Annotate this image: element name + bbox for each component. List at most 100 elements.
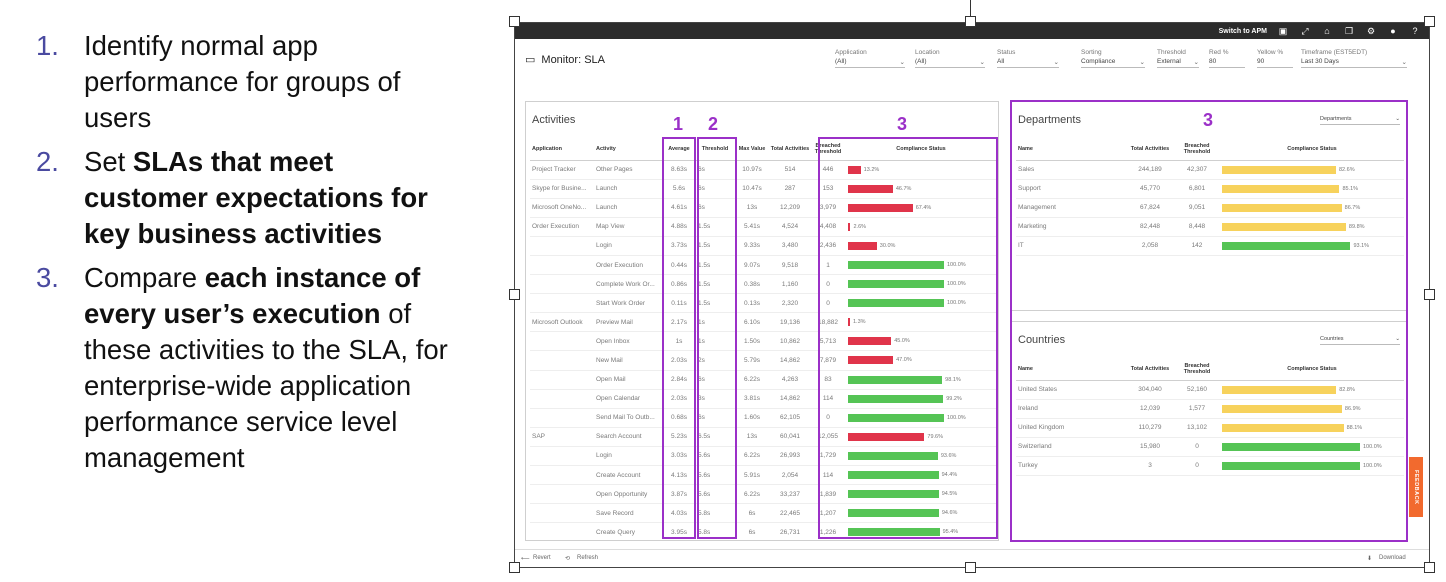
cell-thr: 5.8s [696, 503, 734, 524]
cell-thr: 1.5s [696, 255, 734, 276]
download-button[interactable]: Download [1379, 555, 1406, 561]
cell-total: 60,041 [770, 427, 810, 447]
fullscreen-icon[interactable]: ⤢ [1301, 25, 1309, 36]
compliance-label: 100.0% [947, 300, 966, 307]
column-header[interactable]: Total Activities [770, 138, 810, 161]
table-row[interactable]: Support 45,770 6,801 85.1% [1016, 179, 1404, 199]
cell-total: 9,518 [770, 255, 810, 276]
resize-handle[interactable] [1424, 289, 1435, 300]
table-row[interactable]: Create Query 3.95s 5.8s 6s 26,731 1,226 95.4% [530, 522, 996, 540]
table-row[interactable]: New Mail 2.03s 2s 5.79s 14,862 7,879 47.0% [530, 350, 996, 371]
column-header[interactable]: Application [530, 138, 594, 161]
filter-threshold[interactable]: Threshold External ⌄ [1157, 49, 1199, 68]
filter-location[interactable]: Location (All) ⌄ [915, 49, 985, 68]
filter-value[interactable]: 80 [1209, 56, 1245, 68]
column-header[interactable]: Threshold [696, 138, 734, 161]
filter-timeframe-est-edt[interactable]: Timeframe (EST5EDT) Last 30 Days ⌄ [1301, 49, 1407, 68]
filter-value[interactable]: (All) ⌄ [915, 56, 985, 68]
column-header[interactable]: Activity [594, 138, 662, 161]
table-row[interactable]: Send Mail To Outb... 0.68s 6s 1.60s 62,105 0 1… [530, 408, 996, 428]
resize-handle[interactable] [509, 289, 520, 300]
compliance-bar [848, 165, 861, 174]
filter-value[interactable]: External ⌄ [1157, 56, 1199, 68]
resize-handle[interactable] [509, 562, 520, 573]
user-icon[interactable]: ● [1390, 26, 1396, 36]
resize-handle[interactable] [1424, 16, 1435, 27]
table-row[interactable]: Sales 244,189 42,307 82.6% [1016, 160, 1404, 180]
help-icon[interactable]: ? [1412, 26, 1418, 36]
refresh-button[interactable]: Refresh [577, 555, 599, 561]
departments-select[interactable]: Departments ⌄ [1320, 116, 1400, 125]
chevron-down-icon: ⌄ [1395, 336, 1400, 342]
countries-select[interactable]: Countries ⌄ [1320, 336, 1400, 345]
column-header[interactable]: Name [1016, 358, 1126, 381]
column-header[interactable]: Total Activities [1126, 138, 1174, 161]
home-icon[interactable]: ⌂ [1324, 26, 1330, 36]
table-row[interactable]: Order Execution Map View 4.88s 1.5s 5.41s 4,5… [530, 217, 996, 237]
filter-label: Sorting [1081, 49, 1102, 56]
copy-icon[interactable]: ❐ [1344, 25, 1354, 36]
cell-app [530, 389, 594, 409]
cell-thr: 6s [696, 179, 734, 199]
refresh-icon[interactable]: ⟲ [565, 556, 571, 562]
table-row[interactable]: Turkey 3 0 100.0% [1016, 456, 1404, 476]
table-row[interactable]: Switzerland 15,980 0 100.0% [1016, 437, 1404, 457]
column-header[interactable]: Compliance Status [846, 138, 996, 161]
table-row[interactable]: SAP Search Account 5.23s 6.5s 13s 60,041 12,05… [530, 427, 996, 447]
switch-to-apm-button[interactable]: Switch to APM [1218, 27, 1267, 35]
cell-activity: Other Pages [594, 160, 662, 180]
resize-handle[interactable] [965, 562, 976, 573]
filter-sorting[interactable]: Sorting Compliance ⌄ [1081, 49, 1145, 68]
filter-value[interactable]: Compliance ⌄ [1081, 56, 1145, 68]
compliance-label: 95.4% [942, 529, 959, 536]
compliance-bar [848, 432, 925, 441]
resize-handle[interactable] [1424, 562, 1435, 573]
filter-value[interactable]: (All) ⌄ [835, 56, 905, 68]
slide-image-frame[interactable]: Switch to APM ▣ ⤢ ⌂ ❐ ⚙ ● ? ▭ Monitor: S… [514, 22, 1430, 568]
cell-app: Order Execution [530, 217, 594, 237]
resize-handle[interactable] [509, 16, 520, 27]
resize-handle[interactable] [965, 16, 976, 27]
filter-value[interactable]: 90 [1257, 56, 1293, 68]
table-row[interactable]: Management 67,824 9,051 86.7% [1016, 198, 1404, 218]
table-row[interactable]: Marketing 82,448 8,448 89.8% [1016, 217, 1404, 237]
cell-breached: 142 [1174, 236, 1220, 256]
revert-icon[interactable]: ⟵ [521, 556, 530, 562]
column-header[interactable]: Breached Threshold [1174, 358, 1220, 381]
filter-value[interactable]: All ⌄ [997, 56, 1059, 68]
filter-value[interactable]: Last 30 Days ⌄ [1301, 56, 1407, 68]
table-row[interactable]: IT 2,058 142 93.1% [1016, 236, 1404, 256]
filter-yellow[interactable]: Yellow % 90 [1257, 49, 1293, 68]
gear-icon[interactable]: ⚙ [1366, 25, 1376, 36]
table-row[interactable]: Ireland 12,039 1,577 86.9% [1016, 399, 1404, 419]
table-row[interactable]: Skype for Busine... Launch 5.6s 6s 10.47s 287… [530, 179, 996, 199]
compliance-cell: 95.4% [846, 522, 996, 540]
cell-total: 514 [770, 160, 810, 180]
table-row[interactable]: United States 304,040 52,160 82.8% [1016, 380, 1404, 400]
column-header[interactable]: Compliance Status [1220, 358, 1404, 381]
column-header[interactable]: Max Value [734, 138, 770, 161]
column-header[interactable]: Name [1016, 138, 1126, 161]
filter-application[interactable]: Application (All) ⌄ [835, 49, 905, 68]
column-header[interactable]: Average [662, 138, 696, 161]
filter-value-text: 90 [1257, 58, 1265, 65]
column-header[interactable]: Total Activities [1126, 358, 1174, 381]
cell-activity: Search Account [594, 427, 662, 447]
bullet-text: Compare each instance of every user’s ex… [84, 260, 456, 476]
table-row[interactable]: Save Record 4.03s 5.8s 6s 22,465 1,207 94.6% [530, 503, 996, 524]
table-row[interactable]: Login 3.73s 1.5s 9.33s 3,480 2,436 30.0% [530, 236, 996, 256]
revert-button[interactable]: Revert [533, 555, 551, 561]
filter-status[interactable]: Status All ⌄ [997, 49, 1059, 68]
filter-red[interactable]: Red % 80 [1209, 49, 1245, 68]
table-row[interactable]: Open Mail 2.84s 6s 6.22s 4,263 83 98.1% [530, 370, 996, 390]
save-icon[interactable]: ▣ [1278, 25, 1288, 36]
feedback-tab[interactable]: FEEDBACK [1409, 457, 1423, 517]
column-header[interactable]: Breached Threshold [1174, 138, 1220, 161]
cell-max: 10.97s [734, 160, 770, 180]
table-row[interactable]: Open Calendar 2.03s 3s 3.81s 14,862 114 99.2% [530, 389, 996, 409]
download-icon[interactable]: ⬇ [1367, 556, 1373, 562]
table-row[interactable]: United Kingdom 110,279 13,102 88.1% [1016, 418, 1404, 438]
column-header[interactable]: Compliance Status [1220, 138, 1404, 161]
table-row[interactable]: Create Account 4.13s 5.6s 5.91s 2,054 114 94.4… [530, 465, 996, 486]
table-row[interactable]: Order Execution 0.44s 1.5s 9.07s 9,518 1 100.0… [530, 255, 996, 276]
